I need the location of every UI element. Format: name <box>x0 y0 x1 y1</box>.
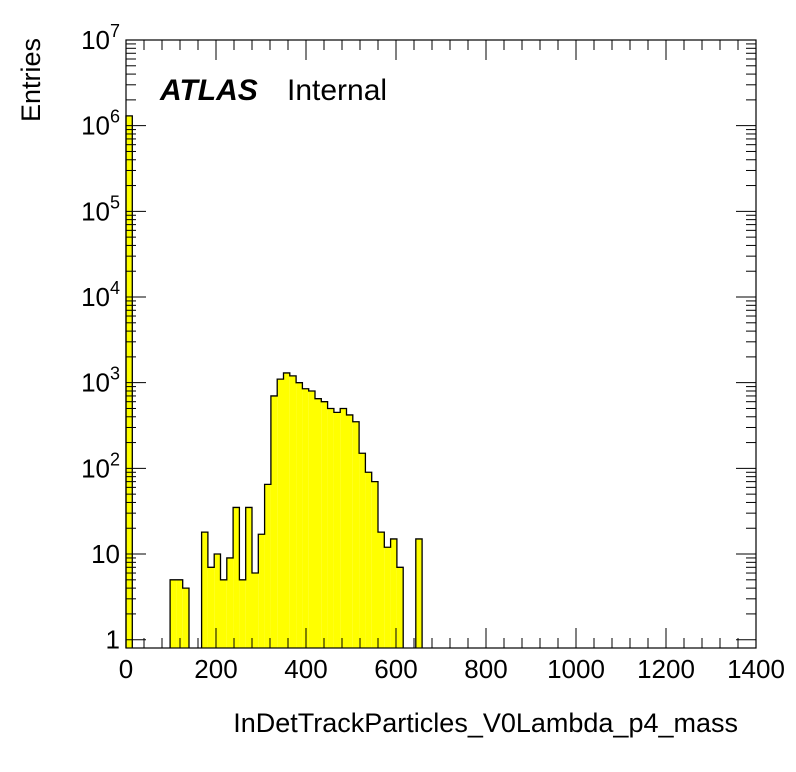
histogram-outline <box>200 372 404 648</box>
histogram-bar <box>220 579 227 648</box>
x-tick-label: 1400 <box>727 654 785 684</box>
x-tick-label: 600 <box>374 654 417 684</box>
histogram-bar <box>176 579 183 648</box>
histogram-bar <box>308 390 315 648</box>
internal-label: Internal <box>287 74 387 107</box>
histogram-outline <box>415 538 423 648</box>
histogram-bar <box>233 507 240 648</box>
tick-labels: 0 200 400 600 800 1000 1200 1400 1 10 102 103 104 105… <box>81 21 785 684</box>
histogram-bar <box>283 372 290 648</box>
histogram-bar <box>264 484 271 648</box>
histogram-bar <box>270 395 278 648</box>
histogram-bar <box>214 554 221 648</box>
histogram-bar <box>252 573 259 648</box>
y-tick-label: 102 <box>81 449 120 483</box>
histogram-bar <box>126 115 133 648</box>
histogram-bar <box>384 547 391 648</box>
histogram-bar <box>245 507 252 648</box>
x-tick-label: 1200 <box>637 654 695 684</box>
x-tick-label: 800 <box>464 654 507 684</box>
x-tick-label: 200 <box>194 654 237 684</box>
histogram-bar <box>352 421 360 648</box>
histogram-bar <box>415 538 423 648</box>
histogram-bar <box>277 379 284 648</box>
y-tick-label: 103 <box>81 364 120 398</box>
y-tick-label: 107 <box>81 21 120 55</box>
histogram-bar <box>170 579 177 648</box>
y-tick-label: 1 <box>106 625 120 655</box>
histogram-bar <box>359 453 366 648</box>
histogram-bar <box>182 588 189 648</box>
histogram-bar <box>239 579 246 648</box>
histogram-bar <box>302 388 309 648</box>
histogram-bar <box>201 532 208 648</box>
histogram-bar <box>371 481 378 648</box>
histogram-bar <box>346 414 353 648</box>
histogram-bar <box>296 382 303 648</box>
histogram-bar <box>226 557 234 648</box>
axis-ticks <box>125 39 757 648</box>
y-tick-label: 106 <box>81 107 120 141</box>
histogram-bar <box>289 375 297 648</box>
y-axis-title: Entries <box>16 38 46 122</box>
y-tick-label: 105 <box>81 192 120 226</box>
plot-frame <box>125 39 757 649</box>
x-tick-label: 400 <box>284 654 327 684</box>
histogram-bar <box>396 567 404 648</box>
histogram-bar <box>258 534 265 648</box>
histogram-bar <box>207 567 215 648</box>
histogram-bar <box>321 401 328 648</box>
histogram-bar <box>340 408 347 648</box>
histogram-bar <box>365 472 372 648</box>
atlas-label: ATLAS <box>159 74 258 107</box>
histogram-bar <box>333 412 341 648</box>
histogram-bar <box>378 532 385 648</box>
x-axis-title: InDetTrackParticles_V0Lambda_p4_mass <box>233 708 738 738</box>
histogram-outline <box>169 579 190 648</box>
x-tick-label: 1000 <box>547 654 605 684</box>
histogram-bar <box>327 408 334 648</box>
histogram-bar <box>390 538 397 648</box>
x-tick-label: 0 <box>119 654 133 684</box>
histogram-bar <box>315 398 322 648</box>
histogram-bars <box>125 115 423 648</box>
y-tick-label: 104 <box>81 278 120 312</box>
y-tick-label: 10 <box>91 539 120 569</box>
